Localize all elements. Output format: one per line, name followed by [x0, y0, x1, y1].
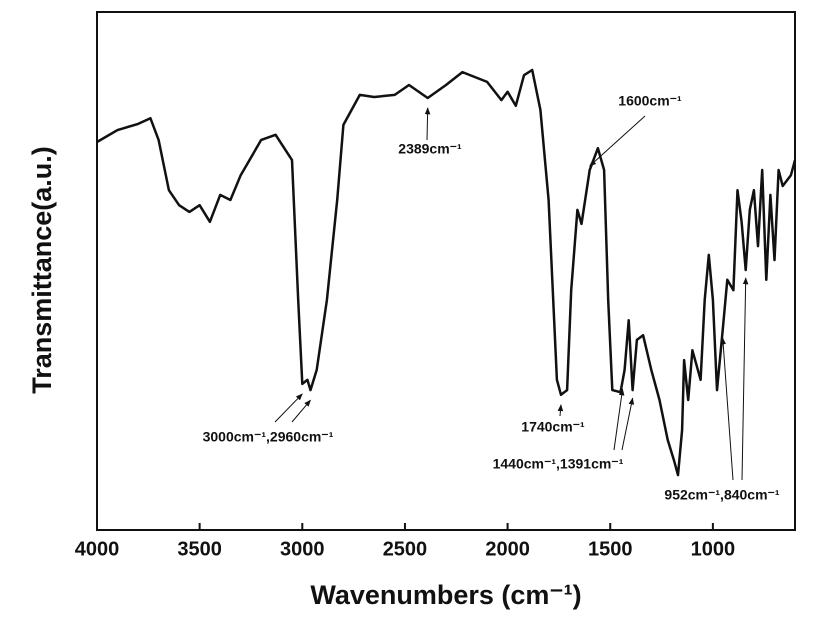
annotation-arrow: [621, 397, 635, 451]
y-axis-title: Transmittance(a.u.): [27, 146, 57, 394]
x-tick-label: 1500: [588, 538, 633, 560]
plot-frame: [96, 11, 796, 531]
annotation-label: 952cm⁻¹,840cm⁻¹: [664, 487, 780, 503]
annotation-label: 3000cm⁻¹,2960cm⁻¹: [203, 429, 334, 445]
spectrum-line: [96, 68, 797, 477]
x-tick-label: 1000: [691, 538, 736, 560]
annotation-label: 1740cm⁻¹: [521, 419, 585, 435]
annotation-arrow: [589, 115, 646, 167]
x-tick-label: 2000: [485, 538, 530, 560]
x-tick-label: 3500: [177, 538, 222, 560]
annotation-label: 1440cm⁻¹,1391cm⁻¹: [493, 456, 624, 472]
annotation-arrow: [741, 277, 749, 481]
annotation-arrow: [291, 399, 311, 423]
x-axis-title: Wavenumbers (cm⁻¹): [310, 580, 581, 610]
annotation-label: 2389cm⁻¹: [398, 141, 462, 157]
annotation-arrow: [720, 337, 734, 481]
annotation-label: 1600cm⁻¹: [618, 93, 682, 109]
annotation-arrow: [557, 404, 564, 417]
x-tick-label: 3000: [280, 538, 325, 560]
annotation-arrow: [424, 107, 431, 141]
annotation-arrow: [613, 388, 625, 451]
annotation-arrow: [274, 393, 303, 423]
x-tick-label: 2500: [383, 538, 428, 560]
x-tick-label: 4000: [75, 538, 120, 560]
